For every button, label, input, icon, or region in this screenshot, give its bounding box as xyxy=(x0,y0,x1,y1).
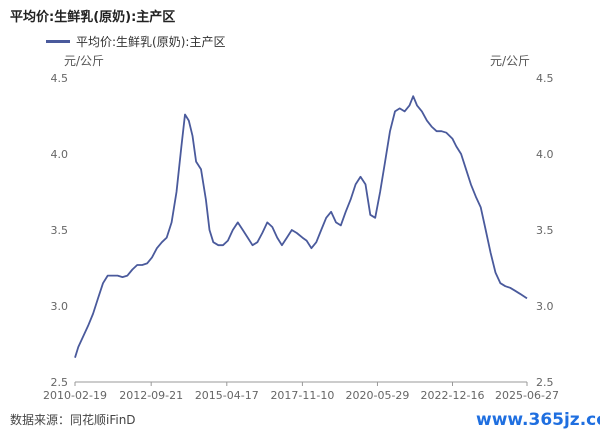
y-tick-label-right: 3.5 xyxy=(536,224,554,237)
y-tick-label-right: 2.5 xyxy=(536,376,554,389)
y-axis-unit-left: 元/公斤 xyxy=(64,54,105,68)
x-tick-label: 2020-05-29 xyxy=(345,389,409,402)
legend-swatch xyxy=(46,40,70,43)
y-tick-label-left: 3.0 xyxy=(51,300,69,313)
y-tick-label-left: 4.5 xyxy=(51,72,69,85)
y-tick-label-right: 4.0 xyxy=(536,148,554,161)
chart-title: 平均价:生鲜乳(原奶):主产区 xyxy=(10,10,176,25)
legend-label: 平均价:生鲜乳(原奶):主产区 xyxy=(76,35,226,49)
x-tick-label: 2015-04-17 xyxy=(195,389,259,402)
legend[interactable]: 平均价:生鲜乳(原奶):主产区 xyxy=(46,33,225,50)
y-tick-label-left: 4.0 xyxy=(51,148,69,161)
y-axis-unit-right: 元/公斤 xyxy=(490,54,531,68)
y-tick-label-right: 4.5 xyxy=(536,72,554,85)
y-tick-label-left: 3.5 xyxy=(51,224,69,237)
x-tick-label: 2025-06-27 xyxy=(495,389,559,402)
series-line xyxy=(74,95,528,358)
y-tick-label-left: 2.5 xyxy=(51,376,69,389)
watermark-logo: www.365jz.com xyxy=(476,410,600,430)
data-source: 数据来源：同花顺iFinD xyxy=(10,413,136,427)
x-tick-label: 2010-02-19 xyxy=(43,389,107,402)
x-tick-label: 2012-09-21 xyxy=(119,389,183,402)
x-tick-label: 2017-11-10 xyxy=(270,389,334,402)
y-tick-label-right: 3.0 xyxy=(536,300,554,313)
x-tick-label: 2022-12-16 xyxy=(421,389,485,402)
